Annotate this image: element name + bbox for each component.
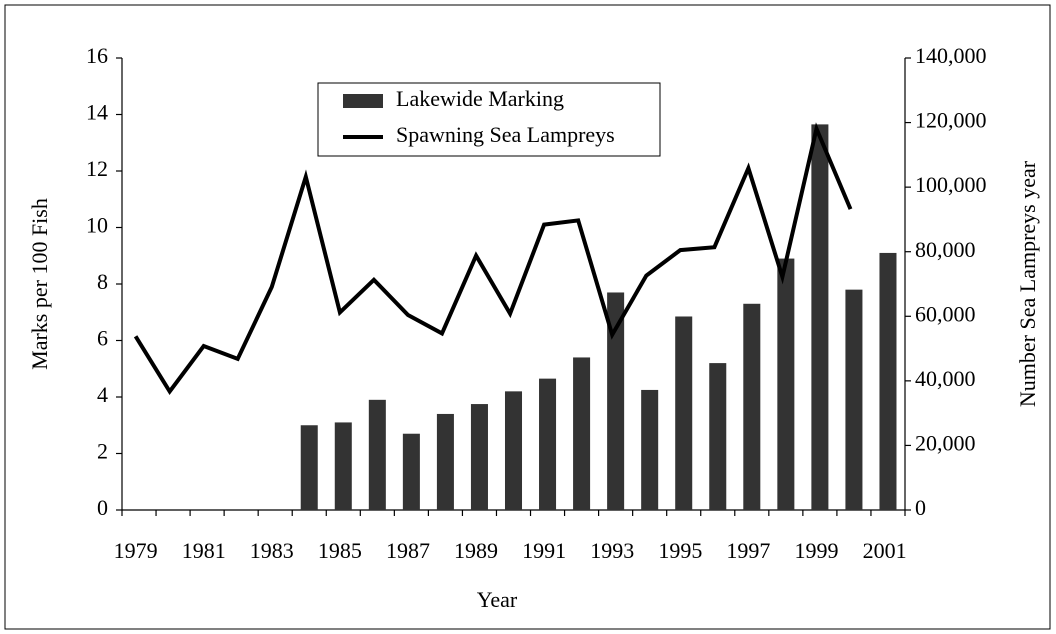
x-tick-label: 1979 (114, 538, 158, 563)
y2-tick-label: 60,000 (915, 301, 976, 326)
y2-tick-label: 80,000 (915, 237, 976, 262)
x-tick-label: 1995 (658, 538, 702, 563)
bar (470, 404, 488, 510)
y2-tick-label: 40,000 (915, 366, 976, 391)
x-tick-label: 1983 (250, 538, 294, 563)
bar (402, 433, 420, 510)
x-tick-label: 1999 (794, 538, 838, 563)
y2-axis-label: Number Sea Lampreys year (1015, 160, 1040, 407)
bar (675, 316, 693, 510)
bar (845, 289, 863, 510)
bar (811, 124, 829, 510)
y-tick-label: 10 (86, 213, 108, 238)
y2-tick-label: 100,000 (915, 172, 987, 197)
y-tick-label: 0 (97, 495, 108, 520)
bar (709, 363, 727, 510)
bar (436, 413, 454, 510)
y-tick-label: 8 (97, 269, 108, 294)
x-tick-label: 1997 (726, 538, 770, 563)
y2-tick-label: 20,000 (915, 430, 976, 455)
y-tick-label: 4 (97, 382, 108, 407)
legend-label: Spawning Sea Lampreys (396, 122, 615, 147)
x-axis-label: Year (477, 587, 518, 612)
bar (334, 422, 352, 510)
bar (641, 389, 659, 510)
x-tick-label: 1985 (318, 538, 362, 563)
bar (504, 391, 523, 510)
legend-label: Lakewide Marking (396, 86, 564, 111)
bar (743, 303, 761, 510)
bar (607, 292, 625, 510)
line-series (133, 122, 853, 396)
y-tick-label: 2 (97, 439, 108, 464)
y2-tick-label: 120,000 (915, 108, 987, 133)
x-tick-label: 1991 (522, 538, 566, 563)
x-tick-label: 1981 (182, 538, 226, 563)
bar (300, 425, 318, 510)
bar (879, 252, 897, 511)
y2-tick-label: 0 (915, 495, 926, 520)
x-tick-label: 1989 (454, 538, 498, 563)
bar (539, 378, 557, 510)
y-tick-label: 6 (97, 326, 108, 351)
x-tick-label: 1993 (590, 538, 634, 563)
x-tick-label: 2001 (863, 538, 907, 563)
x-tick-label: 1987 (386, 538, 430, 563)
y2-tick-label: 140,000 (915, 43, 987, 68)
y-tick-label: 16 (86, 43, 108, 68)
bar (368, 399, 386, 510)
legend-swatch (343, 94, 383, 108)
bar (573, 357, 591, 510)
y-axis-label: Marks per 100 Fish (27, 198, 52, 370)
bar (777, 258, 795, 510)
y-tick-label: 12 (86, 156, 108, 181)
y-tick-label: 14 (86, 100, 108, 125)
